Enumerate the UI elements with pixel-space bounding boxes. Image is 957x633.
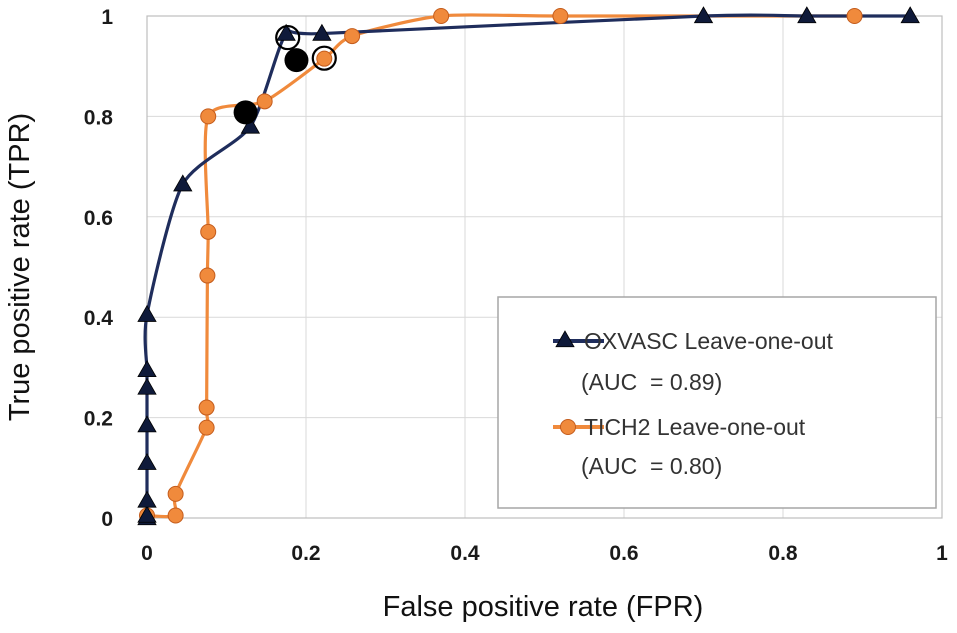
y-tick-label: 0.6 (84, 207, 113, 230)
axis-ticks: 0 0.2 0.4 0.6 0.8 1 0 0.2 0.4 0.6 0.8 1 (84, 6, 948, 565)
data-point-circle (552, 8, 569, 24)
data-point-triangle (137, 304, 157, 322)
x-tick-label: 0.2 (291, 542, 320, 565)
data-point-triangle (693, 6, 714, 24)
data-point-triangle (312, 23, 332, 41)
data-point-circle (344, 28, 361, 45)
legend: OXVASC Leave-one-out (AUC = 0.89) TICH2 … (497, 296, 937, 509)
series-markers-1 (139, 8, 863, 524)
x-tick-label: 0.6 (609, 542, 638, 565)
data-point-circle (846, 8, 863, 24)
grid-lines (146, 15, 943, 519)
data-point-triangle (137, 490, 157, 508)
legend-marker-triangle-icon (555, 330, 575, 348)
data-point-triangle (137, 452, 157, 470)
data-point-triangle (137, 505, 157, 523)
series-markers-0 (137, 6, 920, 526)
data-point-triangle (276, 23, 296, 41)
x-axis-title: False positive rate (FPR) (383, 591, 704, 623)
y-tick-label: 0.4 (84, 307, 114, 330)
legend-auc-oxvasc: (AUC = 0.89) (581, 369, 722, 395)
data-point-circle (316, 50, 333, 67)
x-tick-label: 0 (141, 542, 153, 565)
data-point-circle (198, 419, 215, 436)
data-point-triangle (240, 116, 261, 134)
x-tick-label: 1 (936, 542, 948, 565)
data-point-triangle (797, 6, 817, 24)
data-point-triangle (137, 360, 157, 378)
legend-label-tich2: TICH2 Leave-one-out (584, 414, 806, 440)
data-point-triangle (900, 6, 920, 24)
y-axis-title: True positive rate (TPR) (4, 113, 36, 421)
data-point-circle (256, 93, 273, 110)
data-point-circle (200, 108, 217, 125)
data-point-triangle (137, 377, 157, 395)
data-point-circle (198, 399, 215, 416)
data-point-triangle (137, 415, 157, 433)
highlight-open-circle-0 (275, 24, 301, 51)
data-point-circle (200, 223, 217, 240)
series-layer (137, 6, 920, 526)
legend-marker-circle-icon (560, 419, 576, 435)
legend-box (497, 296, 937, 509)
y-tick-label: 0 (101, 508, 113, 531)
highlight-filled-circle-0 (233, 100, 258, 125)
highlight-open-circle-1 (311, 45, 337, 71)
x-tick-label: 0.8 (768, 542, 798, 565)
data-point-circle (167, 507, 184, 524)
data-point-circle (433, 8, 450, 24)
data-point-circle (167, 485, 184, 502)
y-tick-label: 0.8 (84, 106, 114, 129)
legend-triangle-icon (555, 330, 575, 348)
legend-auc-tich2: (AUC = 0.80) (581, 453, 722, 479)
highlight-filled-circle-1 (284, 48, 309, 73)
legend-label-oxvasc: OXVASC Leave-one-out (584, 328, 833, 354)
data-point-triangle (173, 174, 193, 192)
y-tick-label: 0.2 (84, 408, 113, 431)
x-tick-label: 0.4 (450, 542, 480, 565)
legend-circle-icon (560, 419, 576, 435)
data-point-circle (199, 267, 216, 284)
y-tick-label: 1 (101, 6, 113, 29)
highlight-markers (233, 24, 337, 125)
